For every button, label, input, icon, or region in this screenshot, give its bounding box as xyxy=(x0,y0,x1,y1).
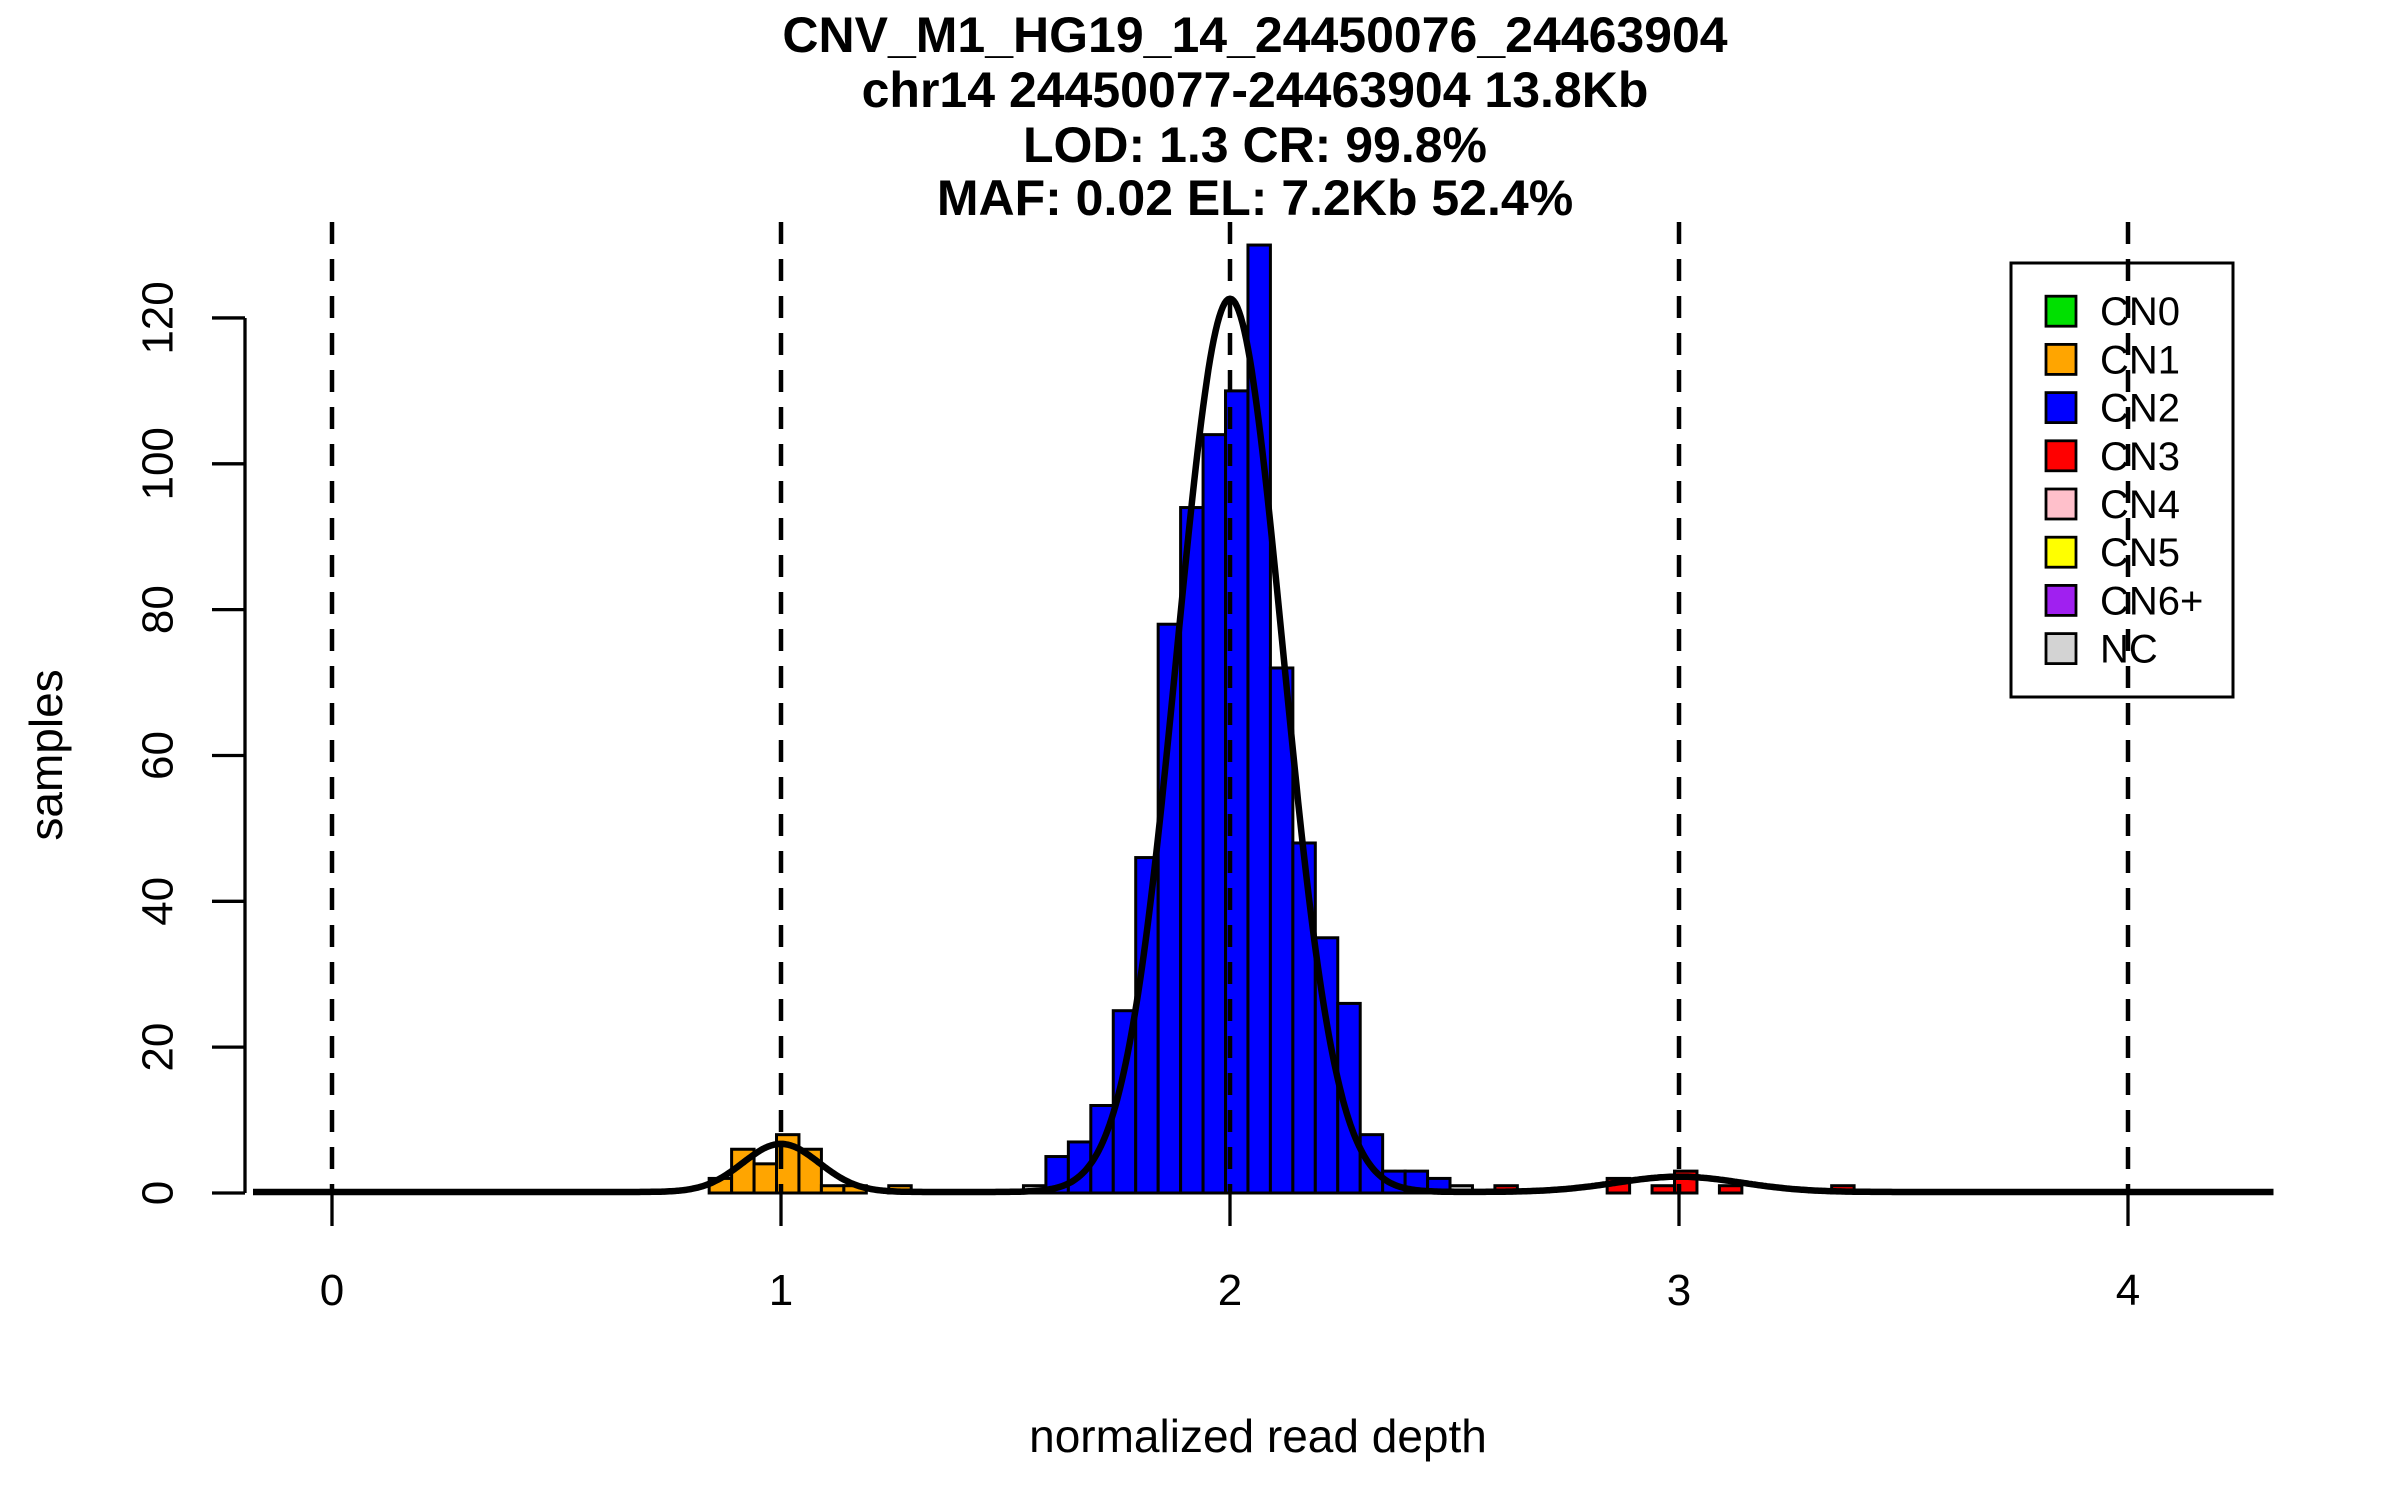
y-tick-label: 80 xyxy=(134,585,183,634)
histogram-bar-cn3 xyxy=(1650,1184,1677,1195)
y-tick-label: 100 xyxy=(134,427,183,500)
legend-swatch-cn5 xyxy=(2044,535,2078,569)
legend-swatch-cn4 xyxy=(2044,487,2078,521)
histogram-bar-cn2 xyxy=(1336,1001,1362,1195)
legend-label-cn6plus: CN6+ xyxy=(2100,579,2203,623)
histogram-bar-cn1 xyxy=(752,1162,779,1195)
chart-title-line-2: chr14 24450077-24463904 13.8Kb xyxy=(862,62,1649,118)
legend-swatch-nc xyxy=(2044,632,2078,665)
y-tick-label: 20 xyxy=(134,1023,183,1072)
x-tick-label: 1 xyxy=(769,1266,793,1315)
chart-title-line-1: CNV_M1_HG19_14_24450076_24463904 xyxy=(782,7,1727,63)
y-tick-label: 40 xyxy=(134,877,183,926)
legend-label-cn3: CN3 xyxy=(2100,435,2180,479)
legend-label-cn0: CN0 xyxy=(2100,290,2180,334)
histogram-bar-cn3 xyxy=(1717,1184,1744,1195)
legend-swatch-cn0 xyxy=(2044,294,2078,328)
chart-title-line-4: MAF: 0.02 EL: 7.2Kb 52.4% xyxy=(937,170,1573,226)
legend-label-cn2: CN2 xyxy=(2100,387,2180,431)
x-tick-label: 3 xyxy=(1667,1266,1691,1315)
y-axis-title: samples xyxy=(20,669,72,840)
legend-swatch-cn6plus xyxy=(2044,584,2078,617)
density-curve xyxy=(251,295,2275,1196)
histogram-bar-cn2 xyxy=(1291,841,1317,1195)
chart-title-line-3: LOD: 1.3 CR: 99.8% xyxy=(1023,117,1487,173)
legend-swatch-cn3 xyxy=(2044,439,2078,473)
legend-label-cn5: CN5 xyxy=(2100,531,2180,575)
y-tick-label: 60 xyxy=(134,731,183,780)
chart-title-block: CNV_M1_HG19_14_24450076_24463904 chr14 2… xyxy=(782,7,1727,226)
legend-box xyxy=(2009,261,2235,699)
legend-label-cn4: CN4 xyxy=(2100,483,2180,527)
legend-label-cn1: CN1 xyxy=(2100,338,2180,382)
histogram-bar-cn1 xyxy=(819,1184,846,1195)
x-tick-label: 2 xyxy=(1218,1266,1242,1315)
y-tick-label: 120 xyxy=(134,281,183,354)
x-tick-label: 0 xyxy=(320,1266,344,1315)
legend-swatch-cn1 xyxy=(2044,342,2078,376)
x-tick-label: 4 xyxy=(2116,1266,2140,1315)
x-axis-title: normalized read depth xyxy=(1029,1410,1487,1462)
legend-swatch-cn2 xyxy=(2044,391,2078,425)
y-tick-label: 0 xyxy=(134,1181,183,1205)
histogram-bar-cn2 xyxy=(1201,433,1228,1195)
